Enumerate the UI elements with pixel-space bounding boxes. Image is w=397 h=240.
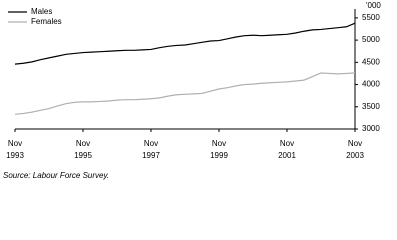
y-axis-label: '000 [366,1,381,10]
y-tick-label: 5500 [362,13,380,22]
legend-label: Females [31,17,62,26]
line [14,72,356,115]
x-tick-label: Nov 1995 [74,139,92,160]
x-tick-label: Nov 1999 [210,139,228,160]
y-tick-label: 3000 [362,124,380,133]
y-tick-label: 4000 [362,80,380,89]
source-note: Source: Labour Force Survey. [3,171,110,180]
y-tick-label: 4500 [362,57,380,66]
x-tick-label: Nov 2001 [278,139,296,160]
chart-page: '000 3000 3500 4000 4500 5000 5500 Males Female… [3,1,381,180]
x-tick-label: Nov 2003 [346,139,364,160]
y-tick-label: 3500 [362,102,380,111]
line [14,22,356,65]
x-tick-label: Nov 1997 [142,139,160,160]
legend-label: Males [31,7,52,16]
chart: '000 3000 3500 4000 4500 5000 5500 MalesFemale… [8,1,381,133]
y-tick-label: 5000 [362,35,380,44]
x-tick-label: Nov 1993 [6,139,24,160]
